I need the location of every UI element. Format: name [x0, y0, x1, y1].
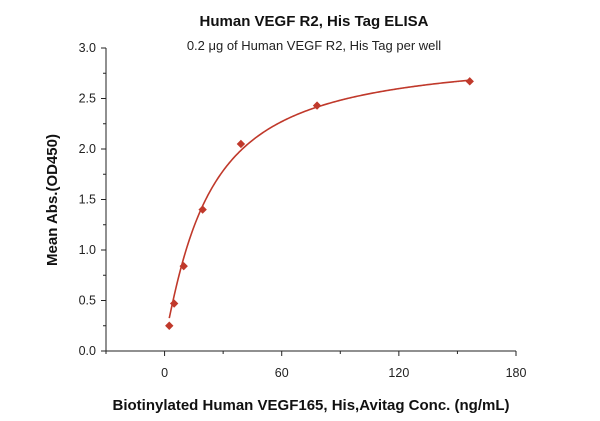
- x-tick-label: 180: [506, 366, 527, 380]
- chart-title: Human VEGF R2, His Tag ELISA: [200, 13, 429, 30]
- y-tick-label: 2.5: [79, 92, 96, 106]
- y-tick-label: 1.0: [79, 243, 96, 257]
- y-tick-label: 2.0: [79, 142, 96, 156]
- data-point: [236, 139, 246, 149]
- data-point: [198, 205, 207, 214]
- fit-curve: [168, 79, 470, 319]
- data-point: [179, 261, 188, 271]
- data-points: [165, 77, 474, 330]
- data-point: [465, 77, 474, 86]
- data-point: [169, 299, 179, 308]
- y-axis-label: Mean Abs.(OD450): [44, 134, 61, 266]
- x-tick-label: 60: [275, 366, 289, 380]
- y-tick-label: 3.0: [79, 41, 96, 55]
- x-ticks: 0 60 120 180: [105, 351, 527, 380]
- x-tick-label: 0: [161, 366, 168, 380]
- axes: [105, 48, 516, 352]
- y-tick-label: 0.0: [79, 344, 96, 358]
- x-axis-label: Biotinylated Human VEGF165, His,Avitag C…: [113, 397, 510, 414]
- data-point: [165, 321, 174, 330]
- y-tick-label: 0.5: [79, 294, 96, 308]
- y-ticks: 0.0 0.5 1.0 1.5 2.0 2.5 3.0: [79, 41, 106, 358]
- data-point: [312, 101, 322, 110]
- chart-subtitle: 0.2 μg of Human VEGF R2, His Tag per wel…: [187, 38, 441, 53]
- y-tick-label: 1.5: [79, 193, 96, 207]
- x-tick-label: 120: [388, 366, 409, 380]
